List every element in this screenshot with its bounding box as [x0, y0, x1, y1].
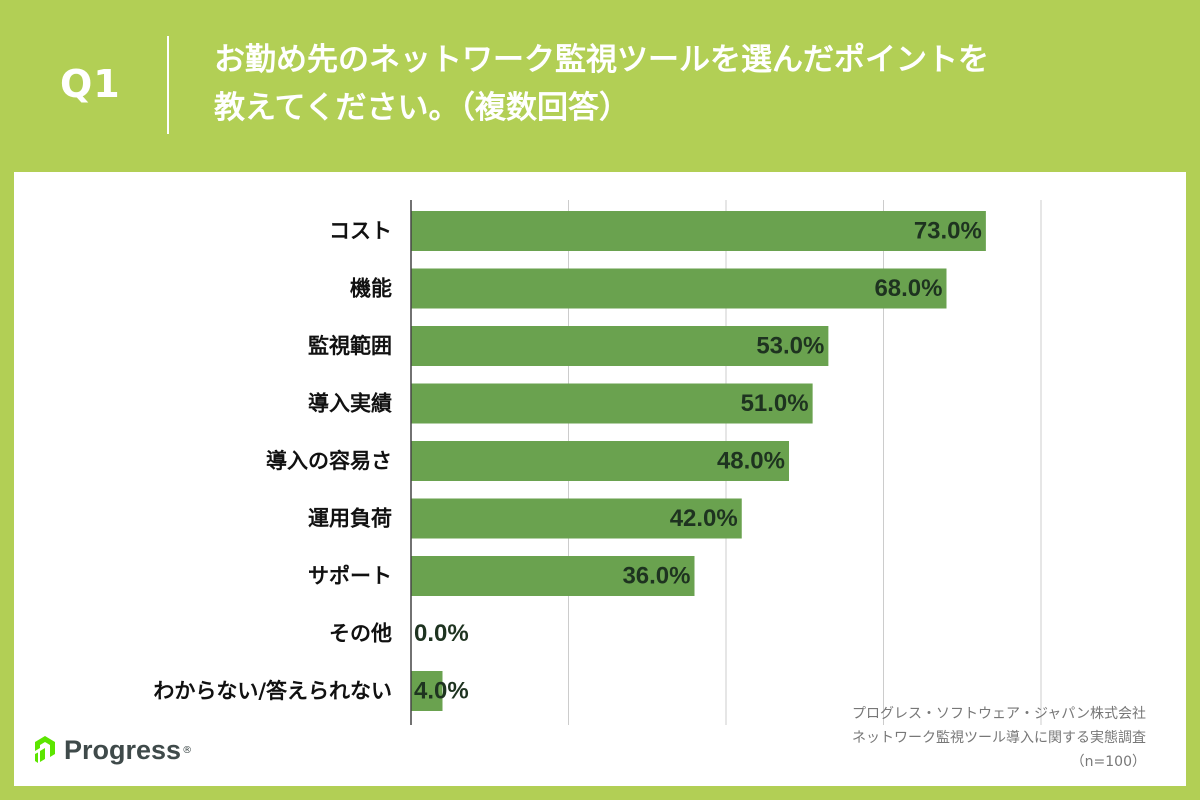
source-line3: （n=100） [1070, 754, 1146, 770]
category-label: 運用負荷 [308, 507, 392, 531]
chart-panel: コスト 73.0% 機能 68.0% 監視範囲 53.0% 導入実績 51.0% 導入の容易さ 4… [14, 172, 1186, 786]
bar [411, 326, 829, 366]
category-label: 導入実績 [308, 392, 392, 416]
bar [411, 441, 789, 481]
value-label: 42.0% [670, 505, 738, 532]
value-label: 51.0% [741, 390, 809, 417]
value-label: 53.0% [756, 333, 824, 360]
category-label: その他 [329, 622, 392, 646]
progress-logo-icon [35, 736, 55, 763]
header: Q1 お勤め先のネットワーク監視ツールを選んだポイントを 教えてください。（複数… [0, 0, 1200, 170]
question-title-line1: お勤め先のネットワーク監視ツールを選んだポイントを [214, 42, 989, 78]
category-label: 監視範囲 [308, 334, 392, 358]
category-label: サポート [308, 564, 392, 588]
value-label: 73.0% [914, 218, 982, 245]
source-line2: ネットワーク監視ツール導入に関する実態調査 [852, 730, 1146, 746]
bar [411, 383, 813, 424]
question-title-line2: 教えてください。（複数回答） [214, 90, 631, 126]
bar [411, 556, 695, 596]
value-label: 0.0% [414, 620, 469, 647]
source-line1: プログレス・ソフトウェア・ジャパン株式会社 [852, 706, 1146, 722]
bar-chart: コスト 73.0% 機能 68.0% 監視範囲 53.0% 導入実績 51.0% 導入の容易さ 4… [153, 200, 1042, 725]
bar [411, 211, 986, 251]
bar [411, 268, 947, 309]
bar [411, 671, 443, 711]
value-label: 4.0% [414, 678, 469, 705]
source-note: プログレス・ソフトウェア・ジャパン株式会社 ネットワーク監視ツール導入に関する実… [852, 702, 1146, 774]
question-label: Q1 [60, 62, 121, 106]
category-label: 機能 [350, 277, 392, 301]
value-label: 36.0% [622, 563, 690, 590]
category-label: コスト [329, 219, 392, 243]
value-label: 68.0% [874, 275, 942, 302]
logo-text: Progress [64, 734, 182, 765]
value-label: 48.0% [717, 448, 785, 475]
header-divider [167, 36, 169, 134]
category-label: わからない/答えられない [153, 679, 392, 703]
registered-mark: ® [182, 744, 193, 756]
question-title: お勤め先のネットワーク監視ツールを選んだポイントを 教えてください。（複数回答） [214, 36, 1154, 132]
progress-logo: Progress ® [32, 730, 192, 770]
category-label: 導入の容易さ [266, 449, 392, 473]
bar [411, 498, 742, 539]
